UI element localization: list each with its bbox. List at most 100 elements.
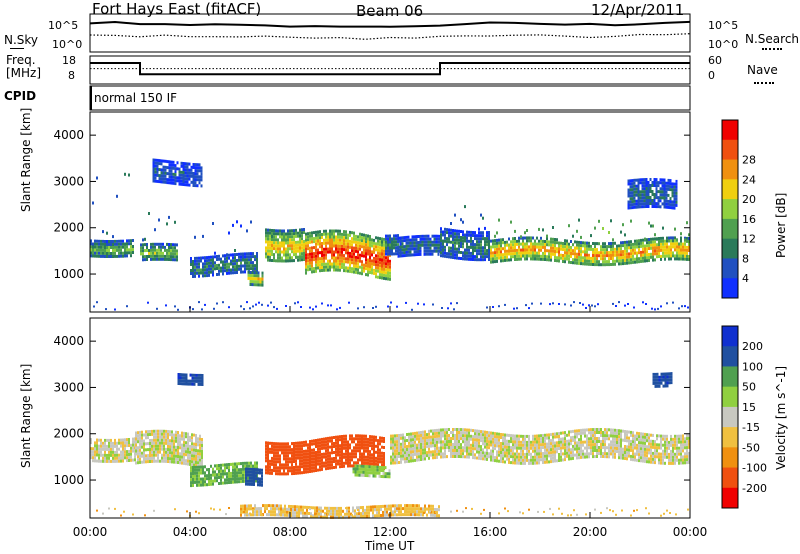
heatmap-cell — [404, 451, 406, 455]
heatmap-cell — [359, 247, 361, 251]
heatmap-cell — [484, 252, 486, 256]
heatmap-cell — [224, 269, 226, 273]
heatmap-cell — [341, 444, 343, 447]
heatmap-cell — [153, 456, 155, 460]
heatmap-cell — [670, 257, 672, 261]
heatmap-cell — [192, 484, 194, 487]
heatmap-cell — [321, 245, 323, 248]
heatmap-cell — [500, 451, 502, 454]
heatmap-cell — [687, 306, 689, 309]
heatmap-cell — [680, 239, 682, 243]
heatmap-cell — [456, 241, 458, 245]
heatmap-cell — [206, 483, 208, 487]
heatmap-cell — [432, 444, 434, 448]
heatmap-cell — [137, 437, 139, 441]
heatmap-cell — [142, 249, 144, 253]
heatmap-cell — [584, 259, 586, 263]
heatmap-cell — [454, 452, 456, 455]
heatmap-cell — [234, 265, 236, 269]
heatmap-cell — [200, 166, 203, 170]
heatmap-cell — [347, 266, 349, 270]
heatmap-cell — [432, 450, 434, 454]
heatmap-cell — [323, 437, 325, 441]
noise-panel-frame — [89, 13, 691, 53]
heatmap-cell — [230, 471, 232, 475]
heatmap-cell — [343, 233, 345, 237]
heatmap-cell — [666, 236, 668, 240]
heatmap-cell — [226, 253, 228, 257]
heatmap-cell — [596, 260, 598, 264]
heatmap-cell — [532, 236, 534, 240]
heatmap-cell — [381, 246, 383, 250]
heatmap-cell — [389, 268, 391, 272]
heatmap-cell — [516, 443, 518, 447]
xaxis-label: Time UT — [365, 539, 415, 553]
heatmap-cell — [424, 433, 426, 437]
heatmap-cell — [359, 440, 361, 444]
heatmap-cell — [363, 306, 365, 309]
heatmap-cell — [474, 246, 476, 250]
heatmap-cell — [399, 248, 402, 252]
heatmap-cell — [269, 258, 271, 262]
heatmap-cell — [315, 269, 317, 273]
heatmap-cell — [382, 466, 385, 470]
heatmap-cell — [662, 254, 664, 258]
heatmap-cell — [208, 267, 210, 271]
heatmap-cell — [363, 248, 365, 252]
heatmap-cell — [232, 256, 234, 260]
heatmap-cell — [381, 445, 383, 449]
heatmap-cell — [641, 187, 644, 191]
heatmap-cell — [361, 266, 363, 270]
heatmap-cell — [220, 481, 222, 485]
heatmap-cell — [198, 178, 201, 182]
heatmap-cell — [261, 283, 264, 287]
heatmap-cell — [323, 262, 325, 266]
heatmap-cell — [480, 249, 482, 253]
heatmap-cell — [128, 239, 130, 243]
heatmap-cell — [633, 178, 636, 182]
heatmap-cell — [276, 307, 278, 310]
heatmap-cell — [166, 178, 169, 182]
heatmap-cell — [408, 444, 410, 448]
heatmap-cell — [313, 255, 315, 259]
heatmap-cell — [218, 476, 220, 479]
heatmap-cell — [376, 471, 379, 475]
heatmap-cell — [672, 239, 674, 243]
heatmap-cell — [275, 463, 277, 467]
heatmap-cell — [450, 249, 452, 253]
heatmap-cell — [363, 452, 365, 456]
heatmap-cell — [148, 212, 150, 215]
heatmap-cell — [183, 449, 185, 453]
heatmap-cell — [194, 480, 196, 484]
heatmap-cell — [194, 166, 197, 170]
heatmap-cell — [185, 447, 187, 451]
heatmap-cell — [271, 471, 273, 475]
heatmap-cell — [172, 181, 175, 185]
heatmap-cell — [669, 206, 672, 210]
heatmap-cell — [98, 459, 100, 463]
heatmap-cell — [672, 236, 674, 240]
cpid-value: normal 150 IF — [94, 91, 178, 105]
heatmap-cell — [319, 438, 321, 442]
heatmap-cell — [401, 251, 404, 255]
heatmap-cell — [190, 472, 192, 476]
heatmap-cell — [520, 449, 522, 453]
heatmap-cell — [546, 255, 548, 259]
heatmap-cell — [524, 257, 526, 261]
heatmap-cell — [400, 445, 402, 449]
heatmap-cell — [365, 237, 367, 241]
heatmap-cell — [182, 171, 185, 174]
heatmap-cell — [166, 248, 168, 252]
heatmap-cell — [265, 231, 267, 235]
heatmap-cell — [185, 444, 187, 448]
heatmap-cell — [574, 246, 576, 250]
heatmap-cell — [198, 163, 201, 167]
heatmap-cell — [174, 220, 176, 224]
heatmap-cell — [287, 451, 289, 455]
heatmap-cell — [382, 472, 385, 476]
heatmap-cell — [649, 178, 652, 181]
heatmap-cell — [247, 270, 250, 274]
heatmap-cell — [309, 470, 311, 473]
heatmap-cell — [387, 246, 389, 250]
heatmap-cell — [631, 197, 634, 201]
